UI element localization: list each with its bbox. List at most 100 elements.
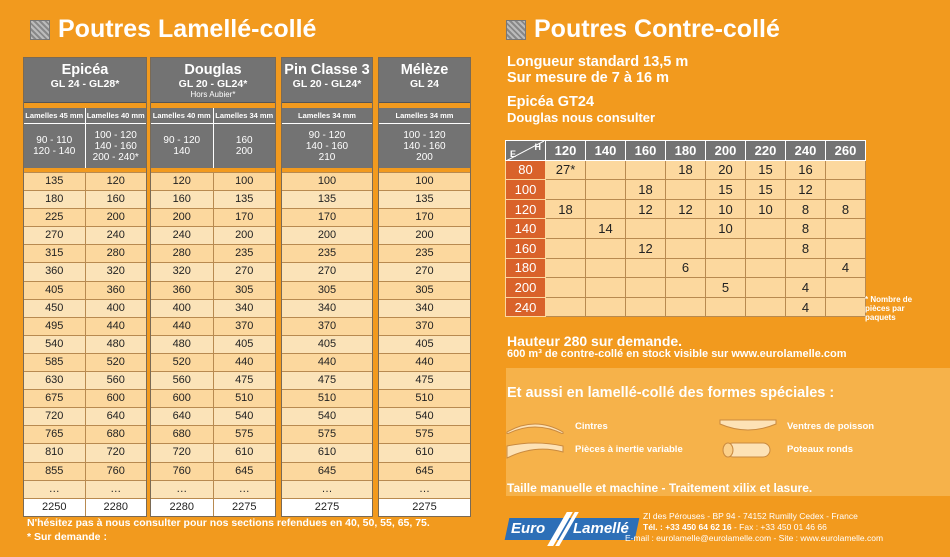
table-cell — [545, 218, 586, 239]
table-row: 305 — [282, 280, 372, 299]
table-cell: 510 — [379, 390, 470, 408]
formes-speciales-title: Et aussi en lamellé-collé des formes spé… — [507, 385, 835, 401]
table-cell: 235 — [379, 245, 470, 263]
lamelles-label: Lamelles 45 mm — [24, 108, 86, 123]
table-cell: 320 — [85, 263, 146, 281]
table-cell: 340 — [379, 299, 470, 317]
table-cell: 18 — [665, 159, 706, 181]
table-cell: 270 — [24, 227, 86, 245]
table-row: 2275 — [379, 497, 470, 516]
table-cell — [745, 257, 786, 279]
table-cell — [585, 277, 626, 298]
table-cell — [825, 237, 866, 259]
table-cell: 405 — [213, 335, 275, 353]
table-row: 2275 — [282, 497, 372, 516]
table-row: 540 — [379, 407, 470, 426]
section-values: 100 - 120 140 - 160 200 — [403, 129, 446, 163]
table-row: 180 160 — [24, 190, 146, 209]
table-cell: 645 — [282, 462, 372, 480]
table-cell: 270 — [379, 263, 470, 281]
table-cell: 440 — [282, 353, 372, 372]
table-row: 440 370 — [151, 316, 275, 335]
fax: - Fax : +33 450 01 46 66 — [731, 522, 827, 532]
table-row: 200 — [282, 226, 372, 245]
table-cell — [665, 179, 706, 200]
col-header: 140 — [585, 140, 626, 161]
table-cell — [825, 179, 866, 200]
table-row: 810 720 — [24, 443, 146, 462]
table-row: 270 — [282, 262, 372, 281]
grade: GL 20 - GL24* — [292, 78, 362, 90]
table-cell: 8 — [785, 198, 826, 220]
table-douglas: Douglas GL 20 - GL24* Hors Aubier* Lamelles… — [150, 57, 276, 517]
table-cell — [745, 277, 786, 298]
table-cell: 855 — [24, 462, 86, 480]
taille-traitement: Taille manuelle et machine - Traitement … — [507, 481, 813, 495]
table-cell: 270 — [282, 263, 372, 281]
table-cell: 475 — [379, 372, 470, 390]
table-row: 495 440 — [24, 316, 146, 335]
table-cell: 10 — [745, 198, 786, 220]
grade: GL 20 - GL24* — [178, 78, 248, 90]
section-values: 160 200 — [235, 135, 253, 157]
table-cell: 2250 — [24, 498, 86, 516]
table-cell: 27* — [545, 159, 586, 181]
table-row: 440 — [282, 352, 372, 372]
table-cell — [585, 237, 626, 259]
table-cell — [785, 257, 826, 279]
table-row: 135 — [282, 190, 372, 209]
email-site: E-mail : eurolamelle@eurolamelle.com - S… — [625, 533, 884, 543]
lamelles-label: Lamelles 40 mm — [86, 111, 145, 120]
table-cell: 510 — [282, 390, 372, 408]
table-cell — [705, 257, 746, 279]
table-cell: 520 — [151, 353, 214, 372]
table-row: …… — [24, 479, 146, 498]
table-row: 575 — [282, 425, 372, 444]
table-cell: 120 — [151, 173, 214, 191]
table-row: 135 — [379, 190, 470, 209]
table-cell: 760 — [151, 462, 214, 480]
table-cell: 10 — [705, 218, 746, 239]
table-cell — [705, 237, 746, 259]
corner-cell: E H — [505, 140, 546, 161]
col-header: 200 — [705, 140, 746, 161]
table-row: 140 14 10 8 — [505, 218, 866, 239]
table-cell: 4 — [785, 277, 826, 298]
table-row: 320 270 — [151, 262, 275, 281]
telephone: Tél. : +33 450 64 62 16 — [643, 522, 732, 532]
table-cell — [825, 218, 866, 239]
table-cell: 440 — [213, 353, 275, 372]
table-row: 540 480 — [24, 334, 146, 353]
table-cell: 610 — [282, 444, 372, 462]
table-cell: 360 — [24, 263, 86, 281]
table-row: 540 — [282, 407, 372, 426]
wood-texture-icon — [506, 20, 526, 40]
table-cell: 480 — [151, 335, 214, 353]
table-cell: 680 — [151, 426, 214, 444]
table-row: 360 305 — [151, 280, 275, 299]
col-header: 120 — [545, 140, 586, 161]
table-epic-a: Epicéa GL 24 - GL28* Lamelles 45 mm Lamelle… — [23, 57, 147, 517]
table-cell: 405 — [24, 281, 86, 299]
table-cell: 6 — [665, 257, 706, 279]
table-cell: 610 — [213, 444, 275, 462]
stock-info: 600 m³ de contre-collé en stock visible … — [507, 348, 847, 360]
row-header: 80 — [505, 159, 546, 181]
lamelles-row: Lamelles 34 mm — [282, 108, 372, 123]
table-row: 100 — [379, 172, 470, 191]
table-cell — [745, 296, 786, 318]
table-cell: … — [213, 480, 275, 498]
table-row: 585 520 — [24, 352, 146, 372]
table-cell — [585, 159, 626, 181]
table-row: 340 — [379, 298, 470, 317]
shape-poteaux-ronds: Poteaux ronds — [787, 444, 853, 455]
table-row: 120 100 — [151, 172, 275, 191]
table-cell: 135 — [379, 191, 470, 209]
hauteur-280: Hauteur 280 sur demande. — [507, 333, 683, 349]
logo-lamelle: Lamellé — [573, 520, 629, 537]
table-cell — [745, 218, 786, 239]
table-row: 240 4 — [505, 296, 866, 318]
row-header: 240 — [505, 296, 546, 318]
table-cell: 200 — [213, 227, 275, 245]
table-cell: 170 — [213, 209, 275, 227]
